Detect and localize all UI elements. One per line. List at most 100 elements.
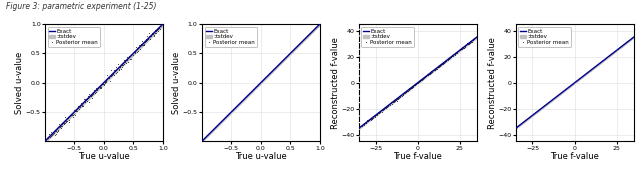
Point — [412, 81, 422, 84]
Point — [113, 62, 124, 65]
Point — [465, 39, 476, 42]
Point — [118, 58, 129, 61]
Point — [424, 72, 435, 75]
Point — [92, 88, 102, 91]
Point — [448, 53, 458, 56]
Point — [62, 120, 72, 123]
Point — [111, 66, 122, 69]
Point — [146, 34, 156, 37]
Point — [73, 105, 83, 108]
Point — [93, 86, 104, 89]
Point — [466, 39, 476, 42]
Point — [49, 130, 60, 133]
Point — [433, 66, 444, 69]
Point — [392, 98, 402, 101]
Point — [444, 58, 454, 61]
Point — [444, 58, 454, 61]
Point — [134, 47, 145, 50]
Point — [132, 51, 142, 54]
Point — [148, 33, 158, 36]
Point — [102, 74, 113, 77]
Point — [404, 89, 415, 92]
Point — [51, 133, 61, 136]
Point — [365, 118, 375, 121]
Point — [128, 52, 138, 55]
Point — [429, 68, 440, 71]
Point — [394, 95, 404, 98]
Point — [131, 48, 141, 51]
Point — [55, 124, 65, 127]
Point — [137, 44, 147, 46]
Point — [375, 111, 385, 114]
Point — [360, 122, 370, 125]
Point — [387, 101, 397, 104]
Point — [417, 77, 428, 80]
Point — [434, 65, 444, 68]
Point — [139, 43, 149, 46]
Point — [141, 37, 152, 40]
Point — [107, 74, 117, 77]
Point — [387, 102, 397, 105]
Point — [357, 124, 367, 127]
Y-axis label: Solved u-value: Solved u-value — [15, 52, 24, 114]
Point — [64, 118, 74, 121]
Point — [440, 60, 451, 63]
Point — [395, 95, 405, 98]
Point — [364, 119, 374, 122]
Point — [392, 97, 403, 100]
Point — [149, 34, 159, 37]
Point — [451, 51, 461, 54]
Point — [147, 32, 157, 35]
Point — [380, 107, 390, 110]
Point — [105, 75, 115, 78]
Point — [48, 131, 58, 134]
Point — [126, 53, 136, 56]
Point — [464, 41, 474, 44]
Point — [106, 74, 116, 77]
Point — [360, 121, 371, 124]
Point — [440, 61, 450, 64]
Point — [138, 44, 148, 47]
Point — [140, 39, 150, 42]
Point — [465, 42, 475, 45]
Point — [150, 28, 161, 31]
Point — [45, 135, 55, 138]
Point — [129, 51, 139, 54]
Point — [114, 68, 124, 71]
Point — [422, 74, 432, 77]
Point — [122, 58, 132, 61]
Point — [411, 82, 421, 85]
Point — [453, 49, 463, 52]
Point — [58, 123, 68, 126]
Point — [461, 44, 471, 47]
Point — [49, 132, 59, 135]
Point — [406, 86, 417, 89]
Point — [86, 94, 96, 97]
Point — [383, 102, 394, 105]
Point — [379, 108, 389, 111]
Point — [121, 62, 131, 65]
Point — [142, 39, 152, 41]
Point — [380, 106, 390, 109]
Point — [153, 29, 163, 32]
Point — [85, 93, 95, 96]
Point — [460, 45, 470, 48]
Point — [406, 86, 416, 89]
Point — [66, 114, 76, 117]
Point — [104, 76, 115, 79]
Point — [462, 42, 472, 45]
Point — [372, 113, 382, 116]
Point — [117, 65, 127, 68]
Point — [120, 61, 130, 64]
Point — [403, 88, 413, 91]
Point — [397, 92, 407, 95]
Point — [388, 99, 398, 102]
Point — [152, 27, 163, 30]
Point — [155, 28, 165, 31]
Point — [426, 70, 436, 73]
Point — [100, 81, 110, 84]
Point — [439, 62, 449, 65]
Point — [86, 93, 97, 96]
Legend: Exact, ±stdev, Posterior mean: Exact, ±stdev, Posterior mean — [518, 27, 571, 47]
Point — [52, 127, 63, 130]
